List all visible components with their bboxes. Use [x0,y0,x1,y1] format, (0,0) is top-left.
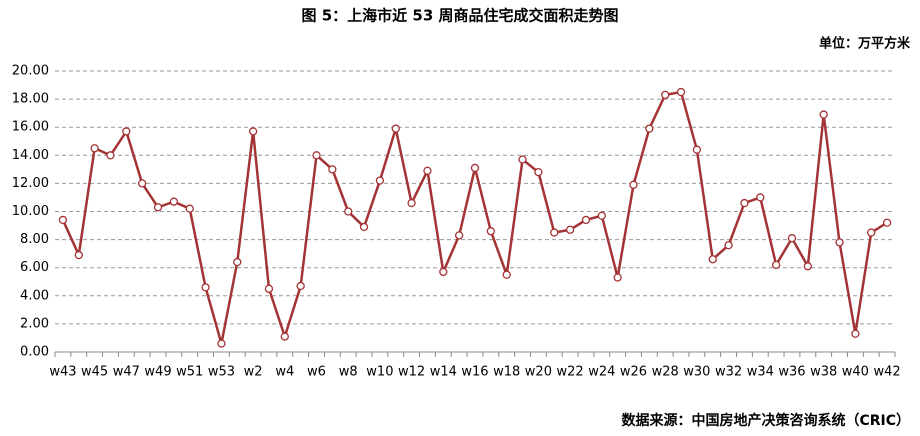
y-tick-label: 6.00 [20,260,49,275]
x-tick-label: w18 [493,365,520,380]
point-marker [106,151,115,160]
point-marker [122,127,131,136]
point-marker [233,257,242,267]
source-note: 数据来源：中国房地产决策咨询系统（CRIC） [621,412,910,429]
point-marker [882,218,892,227]
y-tick-label: 18.00 [12,92,49,107]
x-tick-label: w43 [49,365,76,380]
point-marker [613,273,622,282]
point-marker [312,151,321,160]
x-tick-label: w12 [398,365,425,380]
x-tick-label: w30 [683,365,710,380]
x-tick-label: w2 [244,365,263,380]
point-marker [502,270,511,279]
y-tick-label: 4.00 [20,288,49,303]
y-tick-label: 2.00 [20,316,49,331]
point-marker [629,180,638,189]
point-marker [264,284,274,293]
x-tick-label: w51 [176,365,203,380]
x-tick-label: w36 [778,365,805,380]
unit-label: 单位：万平方米 [819,36,911,52]
point-marker [534,168,543,177]
point-marker [661,90,670,100]
x-tick-label: w26 [620,365,647,380]
point-marker [217,339,226,348]
series-line [61,90,888,344]
point-marker [819,110,828,119]
point-marker [169,197,179,206]
point-marker [328,165,337,174]
x-tick-label: w24 [588,365,615,380]
point-marker [835,238,844,247]
x-tick-label: w38 [810,365,837,380]
point-marker [724,241,733,250]
point-marker [455,231,464,240]
x-tick-label: w40 [842,365,869,380]
point-marker [423,166,432,175]
x-tick-label: w14 [430,365,457,380]
point-marker [185,204,194,213]
point-marker [90,144,99,153]
point-marker [280,332,289,341]
x-tick-label: w6 [307,365,326,380]
point-marker [201,283,210,292]
point-marker [803,262,812,271]
point-marker [344,207,353,216]
y-tick-label: 14.00 [12,148,49,163]
point-marker [74,250,83,260]
x-tick-label: w49 [144,365,171,380]
x-tick-label: w53 [208,365,235,380]
point-marker [708,255,717,264]
point-marker [58,215,68,225]
x-tick-label: w16 [461,365,488,380]
y-tick-label: 12.00 [12,176,49,191]
x-tick-label: w10 [366,365,393,380]
x-tick-label: w47 [113,365,140,380]
point-marker [296,281,305,291]
y-tick-label: 16.00 [12,120,49,135]
point-marker [407,198,416,208]
y-tick-label: 20.00 [12,64,49,79]
point-marker [787,234,797,243]
x-tick-label: w28 [652,365,679,380]
point-marker [851,329,860,338]
chart-title: 图 5：上海市近 53 周商品住宅成交面积走势图 [302,7,619,25]
point-marker [645,124,654,133]
point-marker [771,260,781,270]
point-marker [153,203,163,212]
x-tick-label: w42 [873,365,900,380]
x-tick-label: w34 [747,365,774,380]
x-tick-label: w8 [339,365,358,380]
point-marker [375,176,385,185]
point-marker [692,145,702,154]
point-marker [756,193,765,202]
x-tick-label: w22 [557,365,584,380]
point-marker [248,127,258,136]
point-marker [676,87,686,97]
point-marker [581,215,591,225]
y-tick-label: 10.00 [12,204,49,219]
y-tick-label: 8.00 [20,232,49,247]
point-marker [867,228,876,237]
point-marker [518,155,527,164]
point-marker [565,225,575,234]
point-marker [740,198,749,208]
point-marker [138,179,147,188]
y-tick-label: 0.00 [20,345,49,360]
x-tick-label: w45 [81,365,108,380]
point-marker [486,227,495,236]
x-tick-label: w20 [525,365,552,380]
x-tick-label: w32 [715,365,742,380]
point-marker [470,163,480,173]
point-marker [391,124,400,133]
point-marker [359,222,369,232]
x-tick-label: w4 [275,365,294,380]
point-marker [597,211,606,220]
point-marker [439,267,448,277]
point-marker [550,228,559,237]
